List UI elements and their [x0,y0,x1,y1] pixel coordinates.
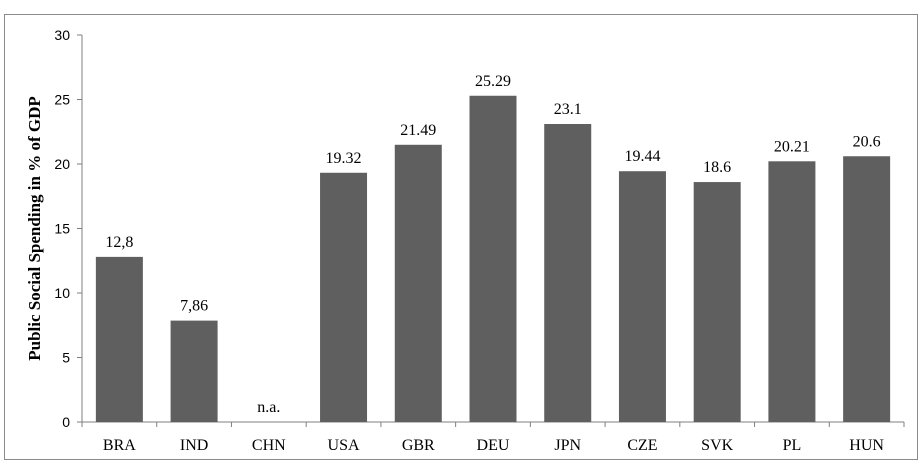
data-label-gbr: 21.49 [400,122,436,139]
category-label-bra: BRA [103,437,136,454]
y-tick-label: 20 [54,156,70,172]
bar-pl [768,161,816,422]
category-label-jpn: JPN [554,437,581,454]
bar-deu [469,95,517,422]
bar-hun [843,156,891,422]
y-tick-label: 15 [54,221,70,237]
data-label-hun: 20.6 [853,133,881,150]
data-label-usa: 19.32 [326,150,362,167]
data-label-bra: 12,8 [105,234,133,251]
category-label-svk: SVK [701,437,733,454]
bar-cze [618,171,666,422]
data-label-chn: n.a. [257,399,280,416]
y-tick-label: 10 [54,285,70,301]
bar-svk [693,182,741,422]
y-axis-title: Public Social Spending in % of GDP [25,96,44,361]
y-axis-title-group: Public Social Spending in % of GDP [25,96,44,361]
category-label-hun: HUN [849,437,884,454]
data-labels: 12,8 7,86 n.a. 19.32 21.49 25.29 23.1 19.44 18.6… [105,73,880,416]
y-tick-label: 5 [62,350,70,366]
data-label-jpn: 23.1 [554,101,582,118]
bar-gbr [394,144,442,423]
y-tick-label: 25 [54,92,70,108]
data-label-svk: 18.6 [703,159,731,176]
category-label-chn: CHN [252,437,286,454]
y-tick-label: 30 [54,27,70,43]
data-label-ind: 7,86 [180,298,208,315]
bars [95,95,891,423]
bar-bra [95,256,143,422]
category-label-ind: IND [180,437,208,454]
y-ticks: 0 5 10 15 20 25 30 [54,27,82,430]
data-label-pl: 20.21 [774,138,810,155]
category-label-deu: DEU [477,437,510,454]
data-label-cze: 19.44 [624,148,660,165]
bar-ind [170,320,218,422]
data-label-deu: 25.29 [475,73,511,90]
chart-frame [4,14,918,460]
category-label-gbr: GBR [402,437,435,454]
category-label-pl: PL [783,437,802,454]
category-labels: BRA IND CHN USA GBR DEU JPN CZE SVK PL HUN [103,437,884,454]
category-label-cze: CZE [627,437,657,454]
bar-usa [320,172,368,422]
bar-jpn [544,124,592,422]
category-label-usa: USA [328,437,360,454]
y-tick-label: 0 [62,414,70,430]
